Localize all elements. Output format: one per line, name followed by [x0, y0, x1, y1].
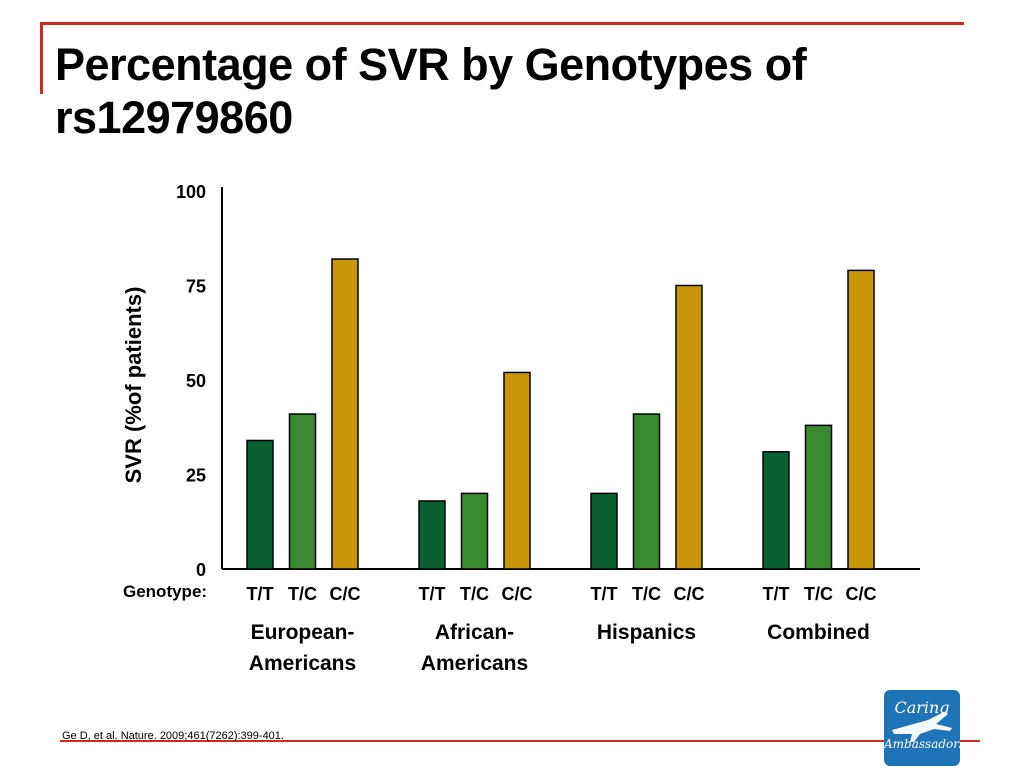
y-tick-label: 0	[196, 560, 206, 580]
bar	[418, 500, 446, 570]
bar	[675, 284, 703, 570]
genotype-tick-label: T/C	[804, 584, 833, 604]
citation: Ge D, et al. Nature. 2009;461(7262):399-…	[62, 730, 284, 742]
genotype-tick-label: T/C	[460, 584, 489, 604]
group-label: Americans	[249, 652, 356, 675]
y-tick-label: 75	[186, 277, 206, 297]
group-label: Combined	[767, 621, 870, 644]
genotype-tick-label: C/C	[502, 584, 533, 604]
title-rule-top	[40, 22, 964, 25]
genotype-tick-label: T/C	[632, 584, 661, 604]
title-rule-left	[40, 22, 43, 94]
group-label: Hispanics	[597, 621, 696, 644]
genotype-tick-label: T/T	[419, 584, 446, 604]
group-label: European-	[251, 621, 355, 644]
caring-ambassadors-logo: Caring Ambassadors	[884, 690, 960, 766]
x-axis-label: Genotype:	[123, 582, 207, 601]
y-axis-label: SVR (%of patients)	[121, 287, 146, 484]
y-tick-label: 50	[186, 371, 206, 391]
bar	[246, 439, 274, 570]
genotype-tick-label: T/T	[247, 584, 274, 604]
footer-rule	[60, 740, 980, 742]
logo-text-line1: Caring	[894, 698, 950, 717]
y-tick-label: 100	[176, 182, 206, 202]
bar	[331, 258, 359, 570]
logo-text-line2: Ambassadors	[884, 737, 960, 751]
bar	[762, 451, 790, 570]
bar	[804, 424, 833, 570]
bar	[590, 492, 618, 570]
bar	[460, 492, 489, 570]
bar	[632, 413, 661, 570]
genotype-tick-label: T/T	[591, 584, 618, 604]
genotype-tick-label: T/T	[763, 584, 790, 604]
bar	[288, 413, 317, 570]
group-label: Americans	[421, 652, 528, 675]
airplane-icon	[892, 712, 952, 742]
bar	[503, 371, 531, 570]
bar	[847, 269, 875, 570]
genotype-tick-label: T/C	[288, 584, 317, 604]
genotype-tick-label: C/C	[846, 584, 877, 604]
slide-title: Percentage of SVR by Genotypes of rs1297…	[55, 39, 807, 143]
y-tick-label: 25	[186, 466, 206, 486]
svr-bar-chart: 0 25 50 75 100 SVR (%of patients) Genotype: T/T…	[121, 182, 920, 675]
genotype-tick-label: C/C	[674, 584, 705, 604]
group-label: African-	[435, 621, 514, 644]
genotype-tick-label: C/C	[330, 584, 361, 604]
